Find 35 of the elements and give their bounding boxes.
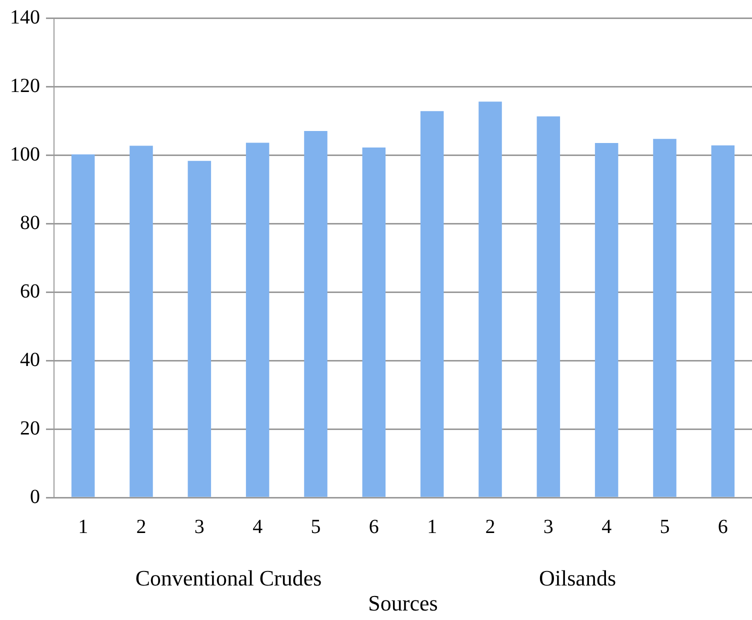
x-tick-label: 5 [310, 516, 321, 538]
bar [362, 147, 386, 497]
bar [653, 138, 676, 497]
x-tick-label: 5 [660, 516, 670, 538]
bar [304, 131, 328, 497]
x-tick-label: 2 [485, 516, 496, 538]
bar [420, 111, 444, 497]
y-tick-label: 40 [20, 348, 40, 371]
x-tick-label: 6 [718, 516, 728, 538]
x-tick-label: 1 [427, 516, 438, 538]
x-tick-label: 2 [136, 516, 146, 538]
bar [536, 116, 560, 497]
x-tick-label: 3 [194, 516, 204, 538]
bar [478, 102, 502, 497]
x-tick-label: 6 [368, 516, 379, 538]
y-tick-label: 120 [10, 74, 40, 97]
x-axis-title: Sources [368, 590, 438, 616]
text: Oilsands [539, 565, 616, 590]
x-tick-label: 1 [78, 516, 88, 538]
y-tick-label: 100 [10, 143, 40, 166]
x-tick-label: 4 [252, 516, 263, 538]
y-tick-label: 0 [30, 486, 40, 508]
x-tick-label: 3 [543, 516, 554, 538]
bar [711, 145, 735, 497]
x-tick-label: 4 [602, 516, 612, 538]
bar [594, 143, 618, 497]
y-tick-label: 20 [20, 417, 40, 440]
bar [130, 146, 153, 497]
bar [188, 160, 212, 497]
y-tick-label: 140 [10, 6, 40, 28]
text: Conventional Crudes [135, 565, 322, 590]
bar [71, 154, 95, 497]
y-tick-label: 80 [20, 212, 40, 234]
bar [246, 142, 270, 497]
y-tick-label: 60 [20, 280, 40, 302]
